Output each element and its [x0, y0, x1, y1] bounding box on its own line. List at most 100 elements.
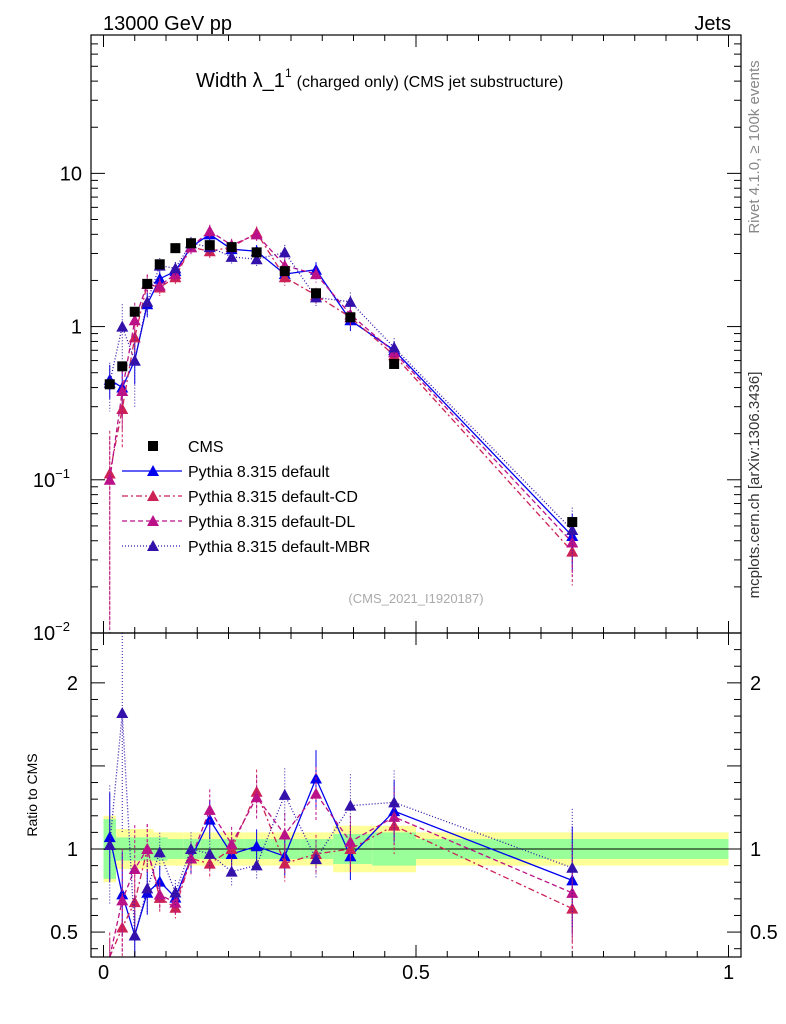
ratio-point [141, 882, 154, 894]
series-point [278, 246, 291, 258]
ratio-point [278, 828, 291, 840]
ratio-y-label: Ratio to CMS [24, 753, 40, 836]
legend-label-3: Pythia 8.315 default-MBR [188, 539, 370, 556]
legend-label-0: Pythia 8.315 default [188, 464, 330, 481]
x-tick-label: 0 [98, 962, 109, 984]
ratio-point [388, 805, 401, 817]
ratio-point [278, 788, 291, 800]
cms-point [204, 240, 215, 251]
ratio-panel [103, 633, 729, 958]
category-label: Jets [694, 13, 731, 35]
series-point [128, 314, 141, 326]
series-point [344, 295, 357, 307]
mcplots-label: mcplots.cern.ch [arXiv:1306.3436] [746, 372, 763, 599]
ratio-y-tick-label: 0.5 [50, 922, 78, 944]
ratio-y-tick-label-right: 2 [750, 673, 761, 695]
ratio-point [203, 803, 216, 815]
ratio-point [250, 859, 263, 871]
ratio-point [103, 839, 116, 851]
ratio-point [225, 865, 238, 877]
cms-point [279, 266, 290, 277]
ratio-y-tick-label-right: 1 [750, 839, 761, 861]
ratio-point [128, 929, 141, 941]
series-point [566, 536, 579, 548]
ratio-point [566, 886, 579, 898]
cms-point [129, 306, 140, 317]
ratio-point [203, 857, 216, 869]
legend: CMS Pythia 8.315 default Pythia 8.315 defa… [122, 439, 370, 556]
cms-point [567, 517, 578, 528]
x-tick-label: 1 [723, 962, 734, 984]
series-point [103, 473, 116, 485]
ratio-point [344, 799, 357, 811]
legend-marker-3 [147, 540, 159, 551]
legend-marker-2 [147, 515, 159, 526]
energy-label: 13000 GeV pp [103, 13, 232, 35]
series-point [388, 341, 401, 353]
series-point [169, 262, 182, 274]
cms-point [170, 243, 181, 254]
ratio-point [278, 857, 291, 869]
ratio-point [128, 862, 141, 874]
ratio-point [185, 852, 197, 864]
cms-point [345, 312, 356, 323]
legend-label-1: Pythia 8.315 default-CD [188, 489, 358, 506]
main-y-tick-label: 10 [60, 163, 82, 185]
ratio-point [169, 886, 182, 898]
series-point [116, 320, 129, 332]
ratio-point [116, 707, 129, 719]
ratio-frame [90, 632, 742, 958]
ratio-point [566, 861, 579, 873]
chart-title-main: Width λ_1 [196, 70, 285, 92]
ratio-point [250, 840, 263, 852]
ratio-point [153, 888, 166, 900]
ratio-y-tick-label: 1 [67, 839, 78, 861]
main-y-tick-label: 10−1 [33, 466, 70, 492]
chart-title: Width λ_11 (charged only) (CMS jet substr… [196, 66, 563, 92]
ratio-y-tick-label: 2 [67, 673, 78, 695]
cms-point [186, 238, 196, 249]
legend-label-2: Pythia 8.315 default-DL [188, 514, 355, 531]
series-point [169, 268, 182, 280]
series-line-3 [109, 242, 573, 531]
ratio-point [388, 796, 401, 808]
ratio-point [203, 847, 216, 859]
series-point [203, 225, 216, 237]
legend-marker-0 [147, 465, 159, 476]
ratio-point [225, 837, 238, 849]
ratio-point [310, 787, 322, 799]
ratio-point [116, 894, 129, 906]
main-panel [103, 224, 579, 633]
cms-point [311, 288, 321, 299]
ratio-point [185, 843, 197, 854]
analysis-id: (CMS_2021_I1920187) [348, 591, 483, 606]
ratio-y-tick-label-right: 0.5 [750, 922, 778, 944]
cms-point [117, 361, 128, 372]
cms-point [104, 379, 115, 390]
x-tick-label: 0.5 [402, 962, 430, 984]
legend-cms-label: CMS [188, 439, 224, 456]
ratio-line-1 [109, 790, 573, 958]
ratio-point [344, 835, 357, 847]
axes: 0 0.5 1 10−2 10−1 1 10 0.5 0.5 1 1 2 2 [33, 34, 778, 984]
cms-point [389, 358, 400, 369]
series-point [128, 354, 141, 366]
series-point [153, 279, 166, 291]
ratio-point [116, 921, 129, 933]
series-line-1 [109, 231, 573, 553]
ratio-point [250, 791, 263, 803]
cms-point [154, 259, 165, 270]
series-point [250, 253, 263, 265]
cms-point [142, 278, 153, 289]
main-y-tick-label: 10−2 [33, 619, 70, 645]
chart-title-sup: 1 [285, 66, 292, 80]
series-point [116, 384, 129, 396]
series-point [566, 524, 579, 536]
series-point [250, 228, 263, 240]
ratio-point [203, 813, 216, 825]
ratio-line-2 [109, 792, 573, 958]
legend-cms-marker [148, 441, 158, 451]
cms-point [251, 247, 262, 258]
series-point [278, 271, 291, 283]
